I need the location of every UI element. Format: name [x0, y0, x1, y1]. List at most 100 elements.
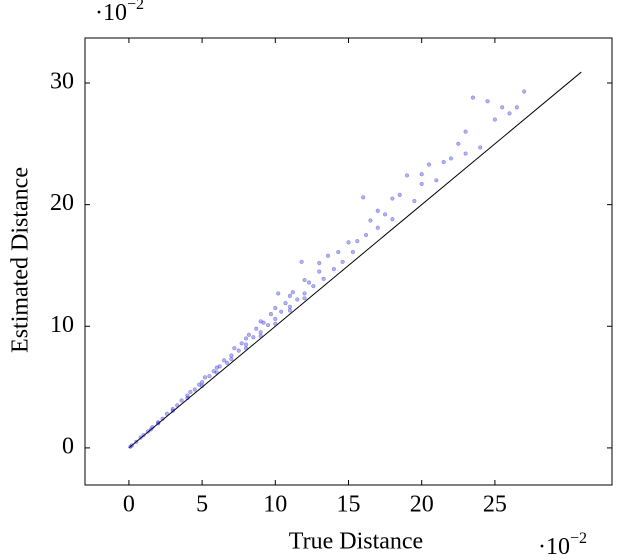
point: [258, 319, 263, 324]
point: [145, 429, 151, 434]
point: [361, 195, 366, 200]
point: [261, 320, 266, 325]
y-tick-label: 30: [50, 69, 74, 95]
point: [200, 383, 205, 388]
y-tick-label: 0: [62, 433, 74, 459]
point: [331, 267, 336, 272]
point: [211, 369, 216, 374]
point: [273, 316, 278, 322]
point: [299, 259, 304, 264]
point: [170, 406, 175, 412]
point: [350, 249, 355, 255]
point: [243, 346, 249, 351]
point: [246, 332, 252, 337]
point: [485, 99, 490, 104]
point: [224, 360, 230, 365]
point: [243, 336, 249, 341]
point: [232, 346, 237, 351]
x-multiplier: ·10−2: [538, 530, 587, 560]
point: [325, 253, 331, 258]
point: [134, 439, 139, 444]
point: [346, 240, 351, 245]
point: [419, 172, 424, 177]
point: [336, 249, 341, 255]
point: [463, 129, 468, 134]
point: [295, 297, 300, 302]
point: [302, 277, 307, 283]
point: [382, 212, 388, 217]
point: [434, 178, 439, 183]
point: [317, 260, 322, 266]
point: [448, 156, 454, 161]
reference-line: [128, 71, 582, 449]
point: [160, 416, 165, 421]
point: [279, 309, 284, 314]
point: [492, 117, 497, 122]
point: [363, 232, 369, 238]
point: [311, 284, 316, 289]
point: [273, 305, 278, 311]
x-multiplier-base: ·10: [538, 534, 570, 560]
point: [150, 425, 155, 430]
point: [202, 375, 208, 380]
x-tick-label: 25: [483, 492, 507, 518]
x-tick-label: 5: [196, 492, 208, 518]
point: [514, 105, 519, 110]
point: [412, 198, 417, 204]
y-tick-label: 10: [50, 312, 74, 338]
point: [287, 304, 293, 309]
point: [268, 312, 274, 317]
point: [129, 443, 134, 448]
point: [276, 291, 281, 296]
x-tick-label: 15: [337, 492, 361, 518]
point: [397, 192, 402, 198]
point: [236, 348, 241, 353]
point: [138, 435, 143, 440]
point: [500, 105, 505, 110]
point: [390, 196, 395, 201]
point: [254, 326, 259, 331]
point: [368, 218, 373, 223]
point: [214, 370, 219, 375]
y-multiplier: ·10−2: [95, 0, 144, 26]
point: [302, 291, 307, 296]
point: [463, 151, 468, 156]
point: [321, 276, 326, 281]
point: [419, 181, 424, 187]
point: [340, 259, 345, 264]
point: [207, 374, 212, 379]
x-multiplier-exponent: −2: [570, 530, 587, 547]
point: [375, 225, 380, 230]
point: [185, 395, 190, 401]
point: [456, 141, 461, 146]
point: [229, 357, 234, 362]
point: [283, 301, 288, 306]
point: [221, 358, 227, 363]
point: [470, 95, 476, 100]
point: [302, 296, 307, 301]
point: [175, 403, 180, 408]
point: [156, 421, 161, 426]
point: [141, 433, 146, 438]
point: [170, 408, 175, 413]
point: [128, 444, 133, 449]
point: [251, 335, 256, 340]
point: [290, 290, 295, 295]
point: [306, 280, 312, 285]
point: [229, 353, 234, 358]
point: [197, 382, 202, 387]
point: [273, 321, 278, 326]
point: [287, 308, 293, 313]
point: [239, 341, 244, 346]
point: [217, 364, 222, 369]
x-tick-label: 0: [123, 492, 135, 518]
point: [355, 239, 360, 244]
point: [426, 162, 432, 167]
point: [148, 427, 153, 432]
point: [156, 420, 161, 425]
y-multiplier-base: ·10: [95, 0, 127, 26]
point: [265, 322, 271, 328]
point: [404, 173, 410, 178]
y-tick-label: 20: [50, 190, 74, 216]
x-tick-label: 20: [410, 492, 434, 518]
